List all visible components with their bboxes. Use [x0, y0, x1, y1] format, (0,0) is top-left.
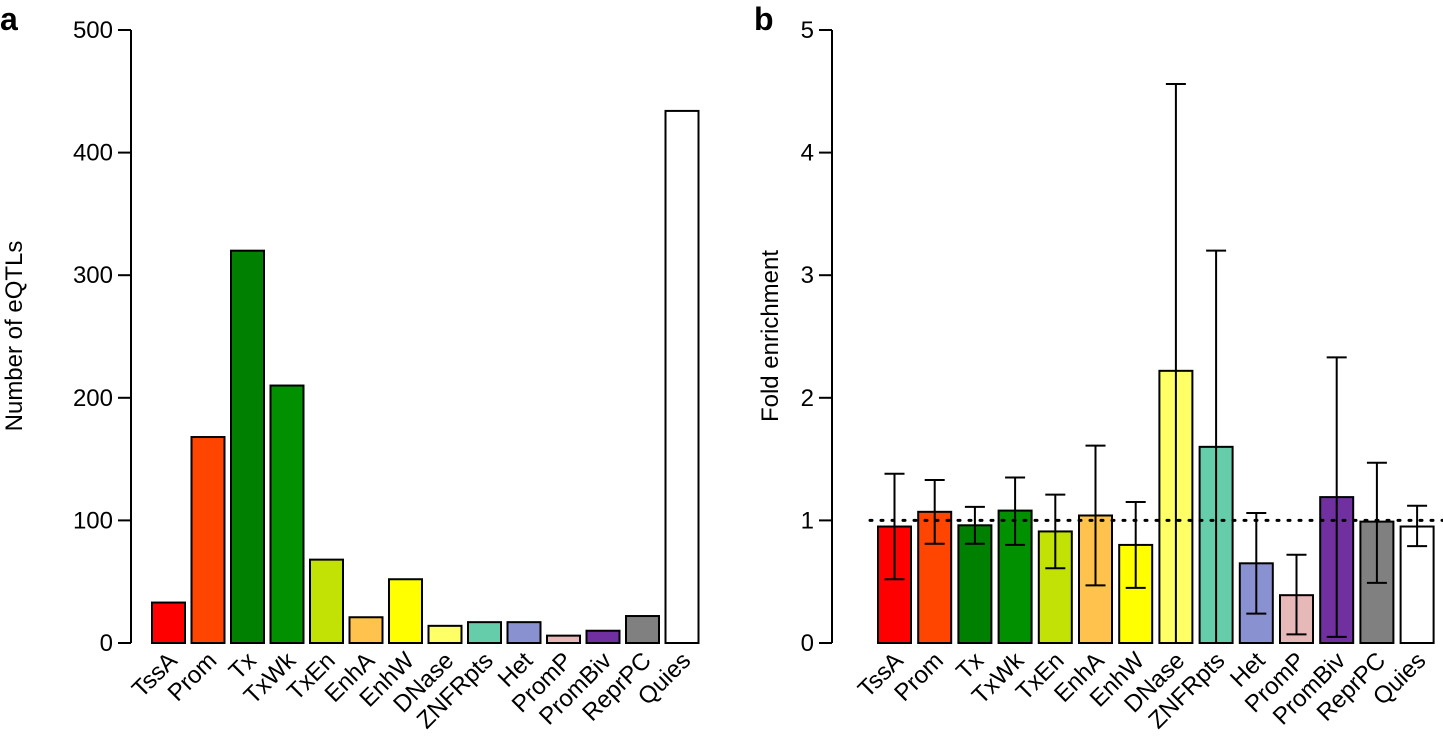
- panel-a-bar-enha: [348, 616, 384, 645]
- panel-b-y-tick-label: 3: [801, 262, 814, 289]
- panel-a-bar-promp: [546, 634, 581, 644]
- panel-b-y-tick-label: 5: [801, 17, 814, 44]
- panel-b-y-tick-label: 4: [801, 140, 814, 167]
- panel-a-y-tick-label: 300: [73, 262, 113, 289]
- panel-a-y-tick-label: 0: [100, 630, 113, 657]
- panel-a-bar-enhw: [388, 578, 423, 644]
- panel-a-bar-txen: [309, 558, 344, 645]
- panel-b-y-tick-label: 0: [801, 630, 814, 657]
- panel-a-bar-quies: [664, 109, 700, 644]
- panel-b-letter: b: [754, 1, 774, 37]
- panel-a-bar-het: [506, 621, 542, 645]
- panel-b-y-tick-label: 1: [801, 507, 814, 534]
- panel-a-bar-prombiv: [585, 629, 621, 644]
- panel-b-bar-tx: [957, 524, 993, 645]
- panel-a-y-axis-title: Number of eQTLs: [1, 241, 28, 432]
- panel-a-letter: a: [0, 1, 18, 37]
- panel-b-y-axis-title: Fold enrichment: [757, 250, 784, 422]
- panel-a-bar-prom: [190, 436, 226, 645]
- panel-a-bar-dnase: [427, 624, 463, 644]
- panel-a-y-tick-label: 200: [73, 385, 113, 412]
- panel-a-y-tick-label: 100: [73, 507, 113, 534]
- panel-a-bar-reprpc: [625, 615, 660, 645]
- panel-a-bar-znfrpts: [467, 621, 502, 645]
- panel-a-bar-txwk: [269, 384, 305, 644]
- panel-a-bar-tssa: [151, 601, 186, 644]
- panel-a-y-tick-label: 400: [73, 140, 113, 167]
- panel-b-y-tick-label: 2: [801, 385, 814, 412]
- panel-a-y-tick-label: 500: [73, 17, 113, 44]
- panel-a-bar-tx: [230, 249, 265, 644]
